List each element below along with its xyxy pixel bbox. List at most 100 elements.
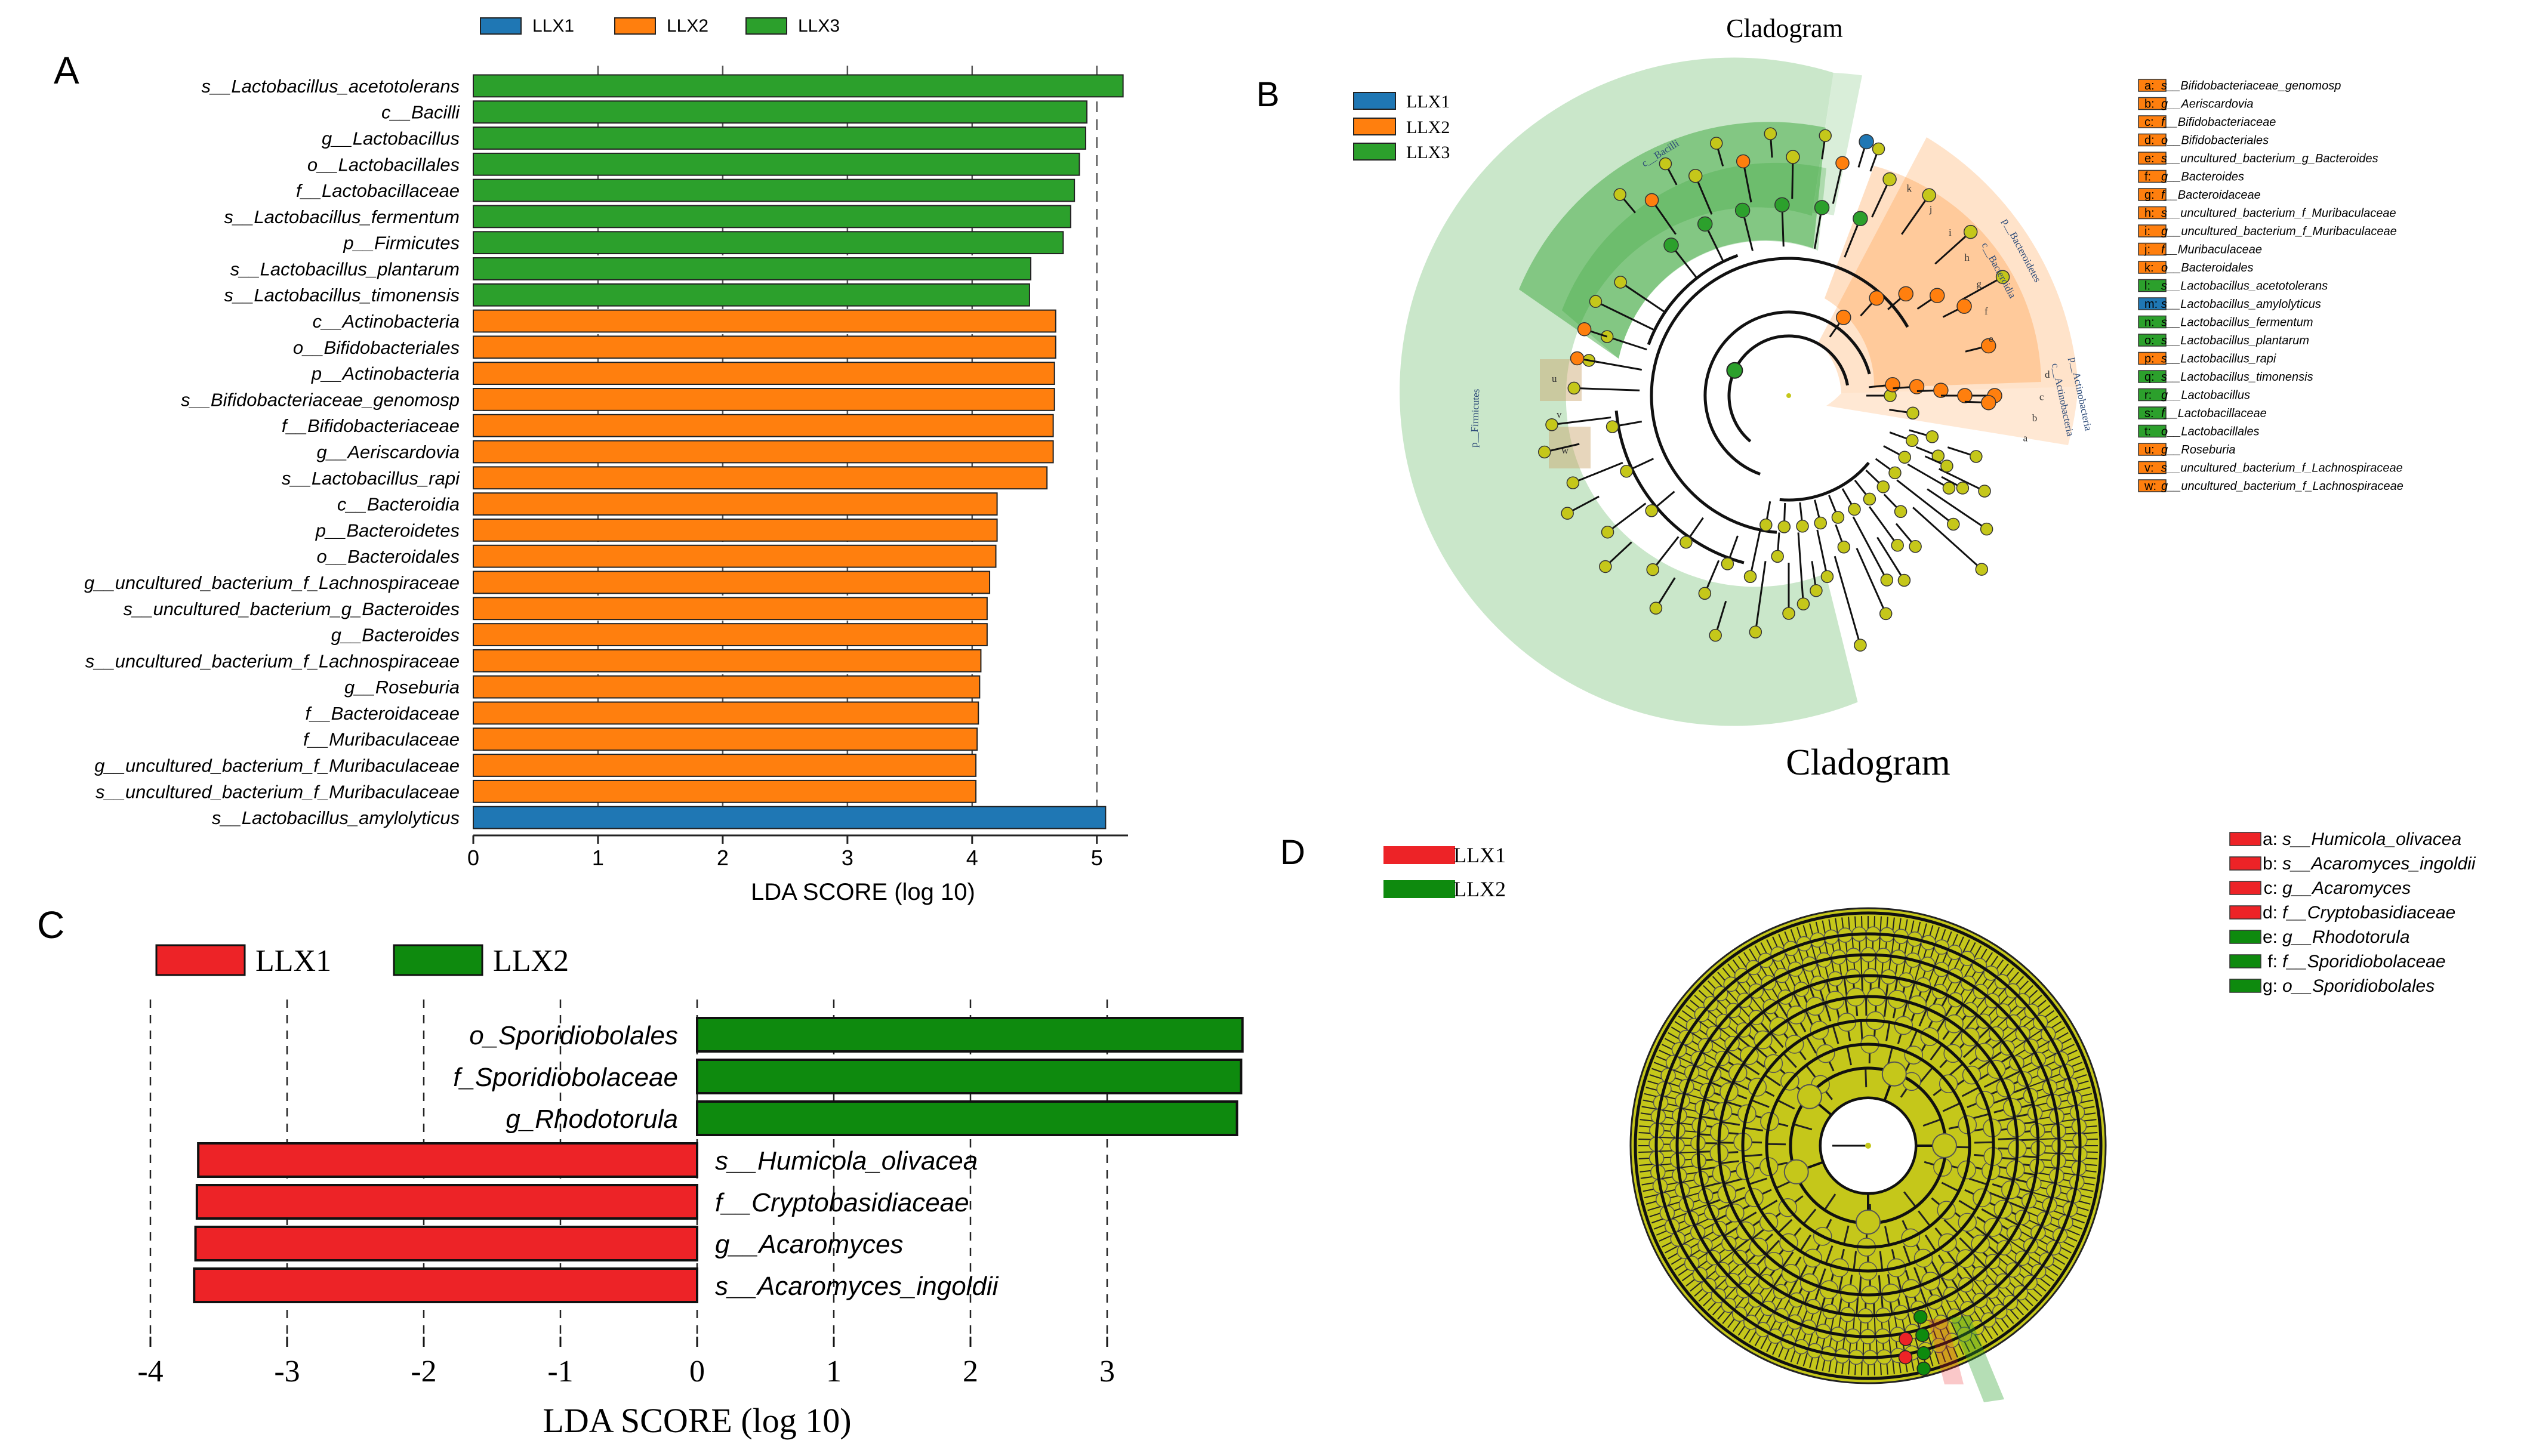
legend-swatch-llx2 (1383, 880, 1455, 898)
tree-branch (1786, 1020, 1799, 1037)
tree-branch (1995, 1116, 2015, 1122)
bar-llx1 (194, 1226, 698, 1261)
tree-branch (2008, 1201, 2026, 1210)
bar-label: p__Firmicutes (343, 233, 460, 254)
key-letter: h: (2144, 207, 2155, 220)
tree-node (1848, 502, 1861, 516)
tree-branch (1595, 300, 1655, 331)
tree-node (1764, 127, 1777, 140)
clade-letter: b (2032, 412, 2038, 424)
tree-ring (1741, 1019, 1995, 1273)
tree-branch (1777, 1001, 1789, 1019)
tree-branch (1963, 986, 1976, 1004)
tree-branch (1983, 1077, 2002, 1088)
x-tick-label: -3 (274, 1355, 300, 1389)
bar-label: s__uncultured_bacterium_f_Muribaculaceae (95, 781, 460, 802)
tree-node (1835, 156, 1850, 171)
bar-llx3 (473, 231, 1064, 255)
bar-label: s__Bifidobacteriaceae_genomosp (181, 389, 460, 410)
tree-branch (1574, 387, 1640, 391)
bar-label: g__Aeriscardovia (316, 442, 460, 462)
tree-branch (1652, 536, 1680, 570)
panel-letter-a: A (54, 49, 79, 92)
tree-branch (1723, 1178, 1743, 1185)
legend-swatch-llx2 (614, 17, 656, 35)
key-letter: c: (2144, 116, 2154, 129)
bar-llx3 (473, 257, 1032, 280)
lachno-highlight-1 (1540, 359, 1582, 401)
tree-branch (1551, 417, 1611, 426)
key-swatch-llx2 (2138, 152, 2167, 165)
tree-branch (1970, 1113, 1990, 1120)
bacteroidetes-sector (1819, 137, 2078, 393)
tree-branch (2057, 1105, 2076, 1110)
llx1-highlight (1928, 1319, 1964, 1384)
tree-branch (1884, 1226, 1890, 1245)
tree-node (1922, 188, 1936, 202)
tree-node (1561, 507, 1574, 520)
panel-a-bar-labels: s__Lactobacillus_acetotolerans c__Bacilli… (84, 76, 460, 828)
key-text: o__Lactobacillales (2161, 425, 2260, 439)
tree-branch (1801, 966, 1810, 985)
key-text: o__Sporidiobolales (2282, 976, 2435, 996)
tree-node (1981, 394, 1996, 411)
tree-branch (1733, 1081, 1751, 1091)
tree-branch (1891, 935, 1895, 955)
bar-llx2 (473, 335, 1056, 359)
key-swatch-llx1 (2229, 832, 2261, 846)
tree-node (1909, 540, 1922, 553)
bar-label: f__Bifidobacteriaceae (282, 415, 460, 436)
bar-llx2 (473, 727, 978, 751)
key-text: o__Bacteroidales (2161, 261, 2254, 274)
tree-branch (1927, 1307, 1935, 1325)
clade-letter: i (1949, 227, 1952, 238)
bar-label: s__Lactobacillus_fermentum (224, 206, 460, 227)
tree-node (1897, 573, 1911, 587)
llx2-node (1913, 1310, 1928, 1324)
tree-node (1888, 466, 1902, 480)
x-tick-label: 2 (717, 846, 729, 870)
tree-node (1567, 381, 1580, 395)
tree-branch (1656, 1136, 1676, 1139)
tree-node (1721, 557, 1734, 570)
tree-branch (1924, 1235, 1937, 1252)
tree-node (1814, 200, 1830, 215)
tree-branch (1909, 1030, 1918, 1048)
bar-llx1 (195, 1184, 698, 1220)
tree-branch (1794, 1326, 1802, 1345)
bar-llx2 (473, 440, 1054, 464)
bar-llx3 (473, 74, 1124, 98)
tree-node (1589, 295, 1603, 308)
key-letter: f: (2144, 171, 2151, 184)
tree-branch (1754, 561, 1767, 633)
bar-label: f__Lactobacillaceae (296, 180, 460, 201)
tree-branch (1907, 463, 1950, 489)
bar-llx2 (696, 1017, 1244, 1053)
legend-swatch-llx3 (745, 17, 787, 35)
legend-swatch-llx2 (1353, 118, 1396, 135)
tree-node (1975, 563, 1989, 576)
bacteroidales-inner (1825, 166, 2041, 388)
bar-llx2 (473, 492, 998, 516)
bar-label: p__Actinobacteria (311, 363, 460, 384)
panel-b-key: a: s__Bifidobacteriaceae_genomosp b: g__Aer… (2138, 79, 2403, 493)
tree-branch (1901, 195, 1930, 235)
tree-node (1734, 202, 1751, 218)
tree-node (1856, 1210, 1881, 1235)
tree-branch (1868, 506, 1899, 546)
tree-node (1709, 137, 1723, 150)
bar-llx2 (473, 414, 1054, 437)
key-letter: g: (2144, 189, 2155, 202)
tree-branch (1777, 1219, 1793, 1234)
legend-swatch-llx1 (480, 17, 522, 35)
tree-branch (1760, 1199, 1778, 1211)
legend-label-llx2: LLX2 (1453, 877, 1506, 901)
key-text: s__Lactobacillus_acetotolerans (2161, 280, 2328, 293)
key-swatch-llx2 (2138, 224, 2167, 237)
key-letter: u: (2144, 443, 2155, 456)
panel-b-legend: LLX1 LLX2 LLX3 (1353, 92, 1450, 162)
legend-label-llx1: LLX1 (1453, 843, 1506, 867)
bar-label: f_Sporidiobolaceae (453, 1063, 678, 1092)
bar-llx3 (473, 127, 1086, 150)
tree-branch (1832, 1025, 1839, 1044)
